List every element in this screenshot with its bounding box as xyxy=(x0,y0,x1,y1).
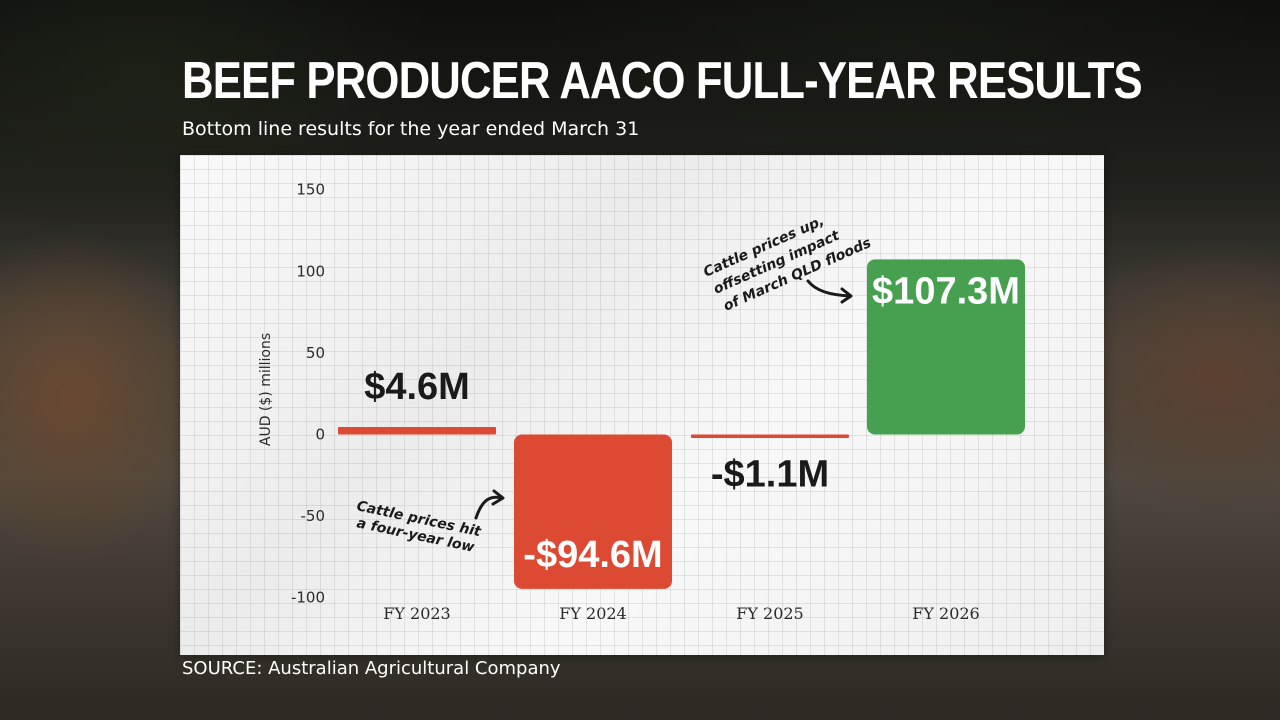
x-category-label: FY 2023 xyxy=(383,604,450,623)
bar-value-label: $107.3M xyxy=(872,270,1020,312)
bar xyxy=(691,434,849,438)
x-category-label: FY 2026 xyxy=(912,604,979,623)
chart-title: BEEF PRODUCER AACO FULL-YEAR RESULTS xyxy=(182,52,1143,110)
bar xyxy=(514,434,672,589)
y-tick-label: -100 xyxy=(291,589,325,607)
bar-chart: 150 100 50 0 -50 -100 AUD ($) millions FY 2023 $… xyxy=(258,181,1025,623)
x-category-label: FY 2024 xyxy=(559,604,626,623)
bar-value-label: $4.6M xyxy=(364,366,470,408)
bar xyxy=(867,259,1025,435)
bar-value-label: -$94.6M xyxy=(523,534,662,576)
annotation-arrow xyxy=(806,279,852,298)
bar xyxy=(338,426,496,435)
annotation-arrow xyxy=(474,495,504,520)
chart-subtitle: Bottom line results for the year ended M… xyxy=(182,118,640,140)
y-tick-label: 150 xyxy=(296,181,325,199)
y-tick-label: 0 xyxy=(315,426,325,444)
x-category-label: FY 2025 xyxy=(736,604,803,623)
y-tick-label: 100 xyxy=(296,262,325,280)
source-note: SOURCE: Australian Agricultural Company xyxy=(182,658,561,679)
annotation-arrowhead xyxy=(491,489,505,506)
y-tick-label: 50 xyxy=(306,344,325,362)
y-axis-label: AUD ($) millions xyxy=(258,333,274,446)
chart-panel: 150 100 50 0 -50 -100 AUD ($) millions FY 2023 $… xyxy=(180,155,1104,655)
y-tick-label: -50 xyxy=(301,507,326,525)
annotation-arrowhead xyxy=(840,287,853,304)
bar-value-label: -$1.1M xyxy=(711,454,829,496)
